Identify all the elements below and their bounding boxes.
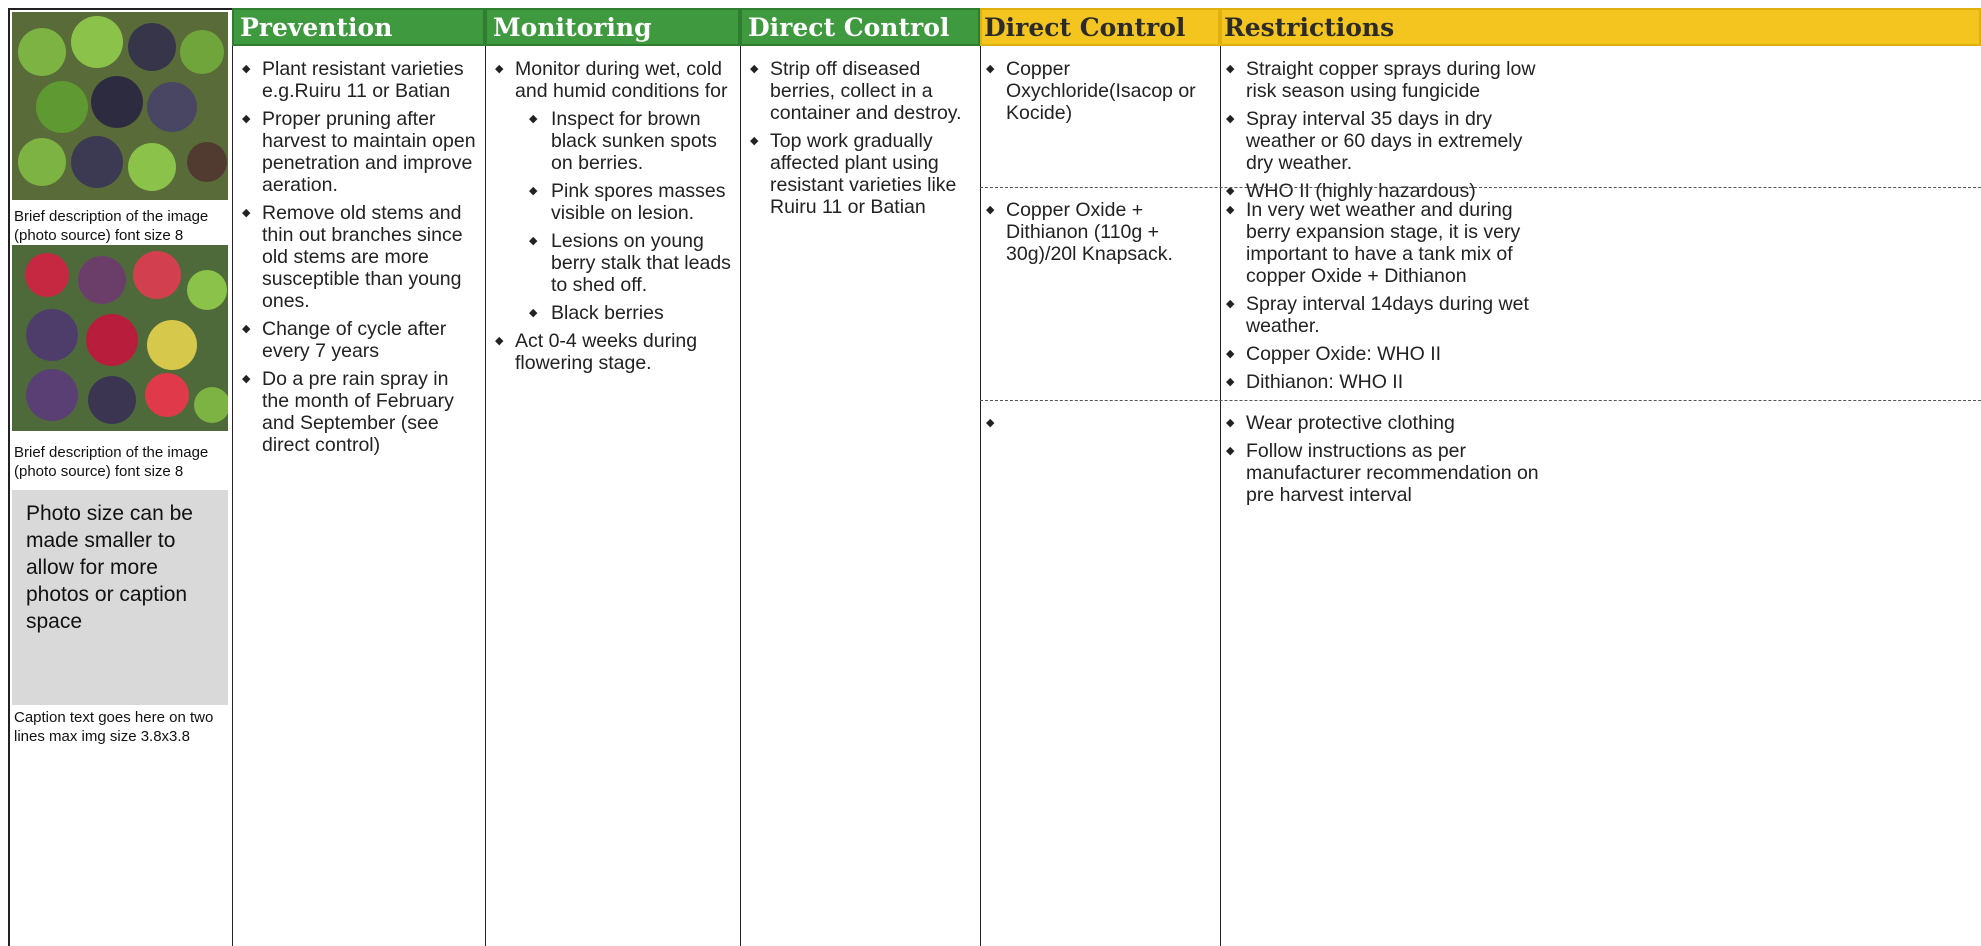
restriction-item: Spray interval 14days during wet weather… xyxy=(1224,293,1546,337)
column-divider xyxy=(1220,46,1221,946)
list-item: Remove old stems and thin out branches s… xyxy=(240,202,477,312)
column-header: Direct Control xyxy=(740,8,980,46)
restriction-item: Spray interval 35 days in dry weather or… xyxy=(1224,108,1546,174)
row-divider xyxy=(980,187,1981,188)
item-text: Remove old stems and thin out branches s… xyxy=(262,202,463,312)
sub-item: Lesions on young berry stalk that leads … xyxy=(521,230,732,296)
sub-item: Pink spores masses visible on lesion. xyxy=(521,180,732,224)
item-list: Strip off diseased berries, collect in a… xyxy=(748,58,972,224)
item-text: Strip off diseased berries, collect in a… xyxy=(770,58,962,124)
top-border xyxy=(8,8,232,10)
item-list: Monitor during wet, cold and humid condi… xyxy=(493,58,732,380)
restriction-item: WHO II (highly hazardous) xyxy=(1224,180,1546,202)
restriction-list: Wear protective clothing Follow instructi… xyxy=(1224,412,1981,512)
item-list: Plant resistant varieties e.g.Ruiru 11 o… xyxy=(240,58,477,462)
item-text: Monitor during wet, cold and humid condi… xyxy=(515,58,728,102)
list-item: Monitor during wet, cold and humid condi… xyxy=(493,58,732,324)
column-header: Prevention xyxy=(232,8,485,46)
photo-caption: Brief description of the image (photo so… xyxy=(14,208,209,244)
restriction-item: Dithianon: WHO II xyxy=(1224,371,1546,393)
restriction-item: Follow instructions as per manufacturer … xyxy=(1224,440,1546,506)
control-item: Copper Oxide + Dithianon (110g + 30g)/20… xyxy=(984,199,1212,265)
column-header: Monitoring xyxy=(485,8,740,46)
control-list xyxy=(984,412,1212,434)
restriction-item: Copper Oxide: WHO II xyxy=(1224,343,1546,365)
restriction-list: In very wet weather and during berry exp… xyxy=(1224,199,1981,399)
item-text: Plant resistant varieties e.g.Ruiru 11 o… xyxy=(262,58,464,102)
control-item: Copper Oxychloride(Isacop or Kocide) xyxy=(984,58,1212,124)
list-item: Top work gradually affected plant using … xyxy=(748,130,972,218)
berries xyxy=(18,16,227,191)
left-border xyxy=(8,8,10,946)
control-list: Copper Oxide + Dithianon (110g + 30g)/20… xyxy=(984,199,1212,271)
restriction-item: Straight copper sprays during low risk s… xyxy=(1224,58,1546,102)
sub-item: Black berries xyxy=(521,302,732,324)
sub-list: Inspect for brown black sunken spots on … xyxy=(515,108,732,324)
item-text: Do a pre rain spray in the month of Febr… xyxy=(262,368,454,456)
restriction-item: Wear protective clothing xyxy=(1224,412,1546,434)
list-item: Do a pre rain spray in the month of Febr… xyxy=(240,368,477,456)
photo-1 xyxy=(12,12,228,200)
list-item: Plant resistant varieties e.g.Ruiru 11 o… xyxy=(240,58,477,102)
list-item: Change of cycle after every 7 years xyxy=(240,318,477,362)
photo-2 xyxy=(12,245,228,431)
item-text: Top work gradually affected plant using … xyxy=(770,130,957,218)
restriction-list: Straight copper sprays during low risk s… xyxy=(1224,58,1981,208)
berries xyxy=(25,251,228,424)
caption: Caption text goes here on two lines max … xyxy=(14,709,214,745)
column-header: Direct Control xyxy=(980,8,1220,46)
sub-item: Inspect for brown black sunken spots on … xyxy=(521,108,732,174)
column-divider xyxy=(232,8,233,946)
photo-caption: Brief description of the image (photo so… xyxy=(14,444,209,480)
item-text: Proper pruning after harvest to maintain… xyxy=(262,108,476,196)
column-divider xyxy=(485,46,486,946)
column-divider xyxy=(740,46,741,946)
photo-placeholder: Photo size can be made smaller to allow … xyxy=(12,490,228,705)
column-header: Restrictions xyxy=(1220,8,1981,46)
row-divider xyxy=(980,400,1981,401)
item-text: Change of cycle after every 7 years xyxy=(262,318,447,362)
control-list: Copper Oxychloride(Isacop or Kocide) xyxy=(984,58,1212,130)
list-item: Strip off diseased berries, collect in a… xyxy=(748,58,972,124)
restriction-item: In very wet weather and during berry exp… xyxy=(1224,199,1546,287)
list-item: Act 0-4 weeks during flowering stage. xyxy=(493,330,732,374)
item-text: Act 0-4 weeks during flowering stage. xyxy=(515,330,698,374)
column-divider xyxy=(980,46,981,946)
list-item: Proper pruning after harvest to maintain… xyxy=(240,108,477,196)
